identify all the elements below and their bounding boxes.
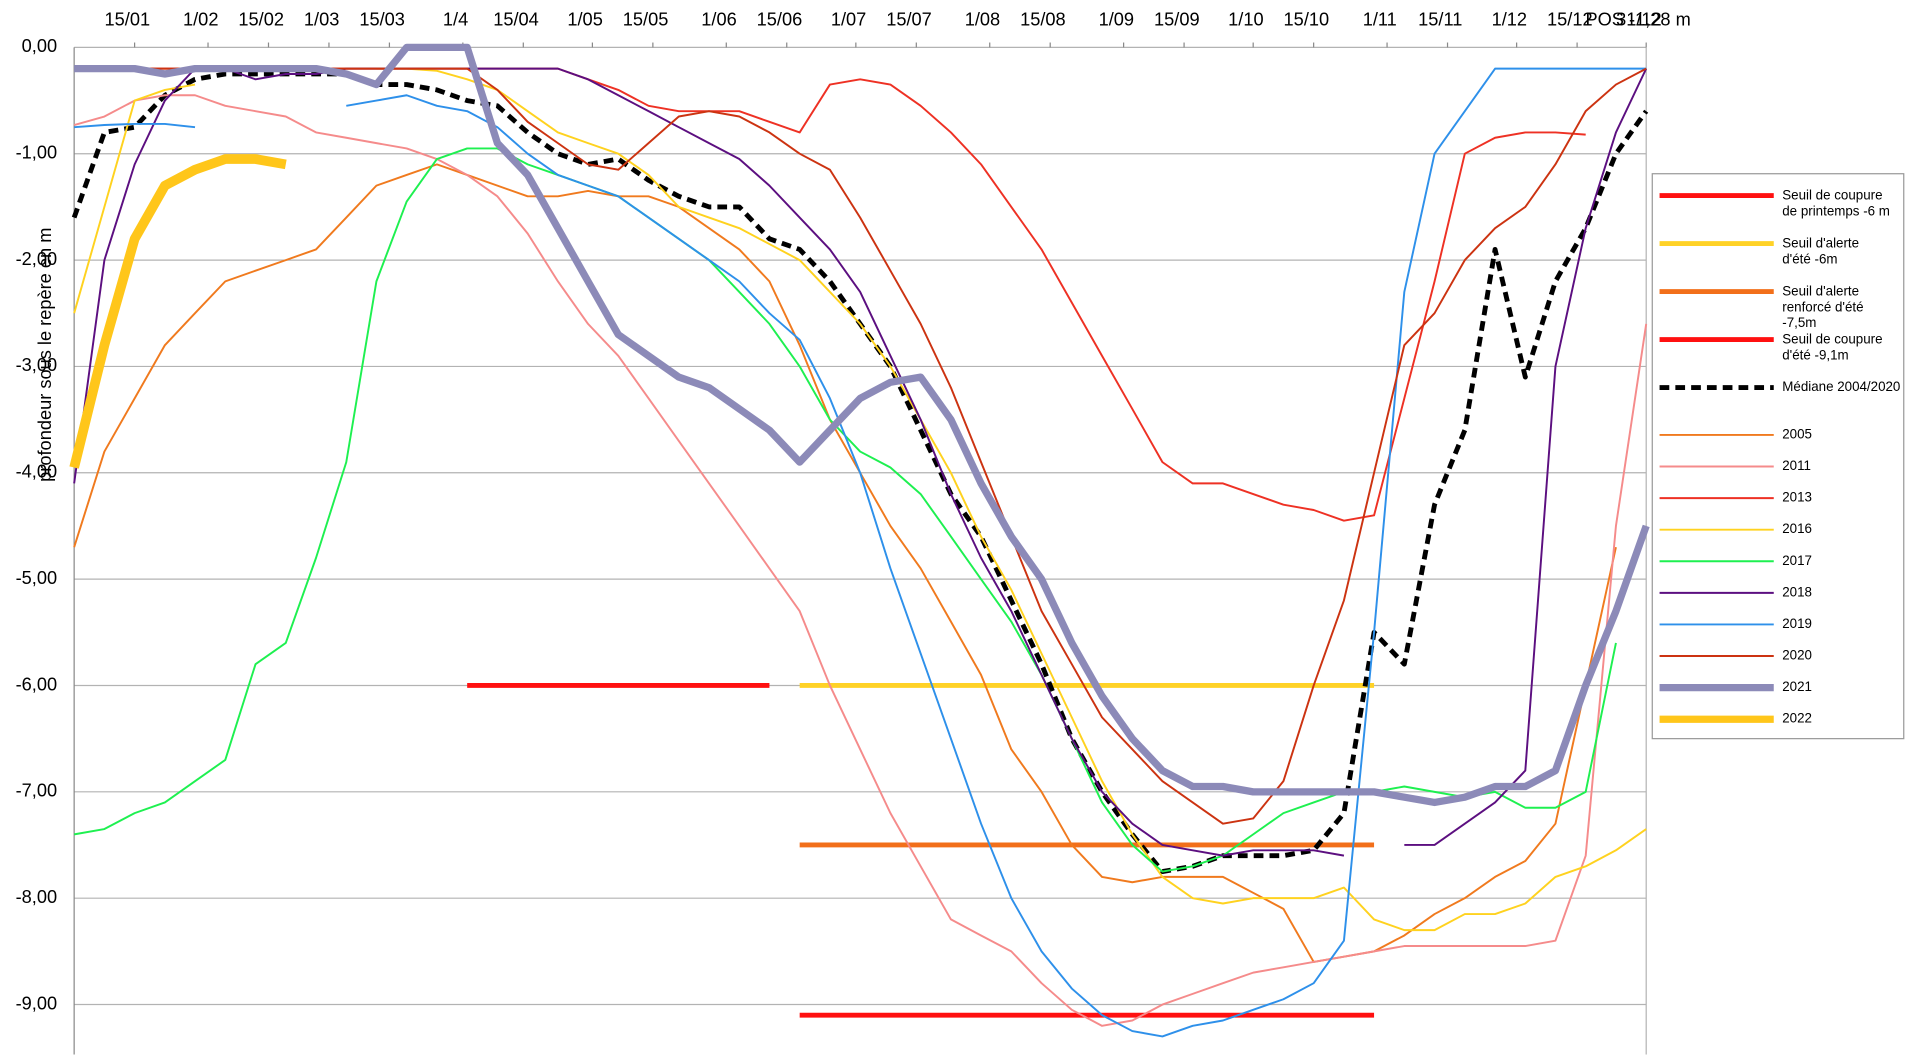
- series-line: [73, 67, 1647, 932]
- x-tick-label: 1/12: [1492, 9, 1527, 29]
- y-tick-label: -9,00: [16, 993, 58, 1013]
- y-tick-label: -7,00: [16, 781, 58, 801]
- x-tick-label: 15/11: [1418, 9, 1462, 29]
- x-tick-label: 1/10: [1228, 9, 1263, 29]
- x-tick-label: 15/12: [1547, 9, 1593, 29]
- legend-label: 2013: [1782, 490, 1812, 505]
- x-tick-label: 15/04: [493, 9, 539, 29]
- series-line: [73, 94, 1648, 1027]
- x-tick-label: 15/10: [1284, 9, 1330, 29]
- y-tick-label: 0,00: [22, 36, 57, 56]
- series-line: [73, 67, 1648, 857]
- legend-label: 2021: [1782, 679, 1812, 694]
- x-tick-label: 15/01: [105, 9, 151, 29]
- legend-label: 2019: [1782, 616, 1812, 631]
- y-tick-label: -3,00: [16, 355, 58, 375]
- x-tick-label: 1/05: [567, 9, 602, 29]
- legend-label: Seuil d'alerte renforcé d'été -7,5m: [1782, 283, 1863, 330]
- y-tick-label: -2,00: [16, 249, 58, 269]
- x-tick-label: 1/08: [965, 9, 1000, 29]
- y-tick-label: -4,00: [16, 462, 58, 482]
- legend-label: 2016: [1782, 521, 1812, 536]
- x-tick-label: 15/09: [1154, 9, 1200, 29]
- y-tick-label: -1,00: [16, 143, 58, 163]
- x-tick-label: 1/02: [183, 9, 218, 29]
- legend-label: 2011: [1782, 458, 1811, 473]
- series-line: [104, 67, 1647, 825]
- legend-label: Médiane 2004/2020: [1782, 379, 1900, 394]
- x-tick-label: 1/07: [831, 9, 866, 29]
- legend-box: [1651, 173, 1905, 740]
- legend-label: Seuil d'alerte d'été -6m: [1782, 235, 1859, 266]
- x-tick-label: 1/09: [1099, 9, 1134, 29]
- x-tick-label: 15/08: [1020, 9, 1066, 29]
- legend-label: Seuil de coupure d'été -9,1m: [1782, 331, 1882, 362]
- x-tick-label: 1/11: [1363, 9, 1397, 29]
- legend-label: 2017: [1782, 553, 1812, 568]
- legend-label: Seuil de coupure de printemps -6 m: [1782, 187, 1890, 218]
- y-tick-label: -6,00: [16, 674, 58, 694]
- x-tick-label: 15/02: [238, 9, 284, 29]
- series-line: [69, 154, 287, 469]
- x-tick-label: 1/03: [304, 9, 339, 29]
- series-line: [74, 67, 1647, 1038]
- legend-label: 2005: [1782, 426, 1812, 441]
- y-axis-title: profondeur sous le repère en m: [35, 228, 55, 482]
- x-tick-label: 15/05: [623, 9, 669, 29]
- x-tick-label: 1/4: [443, 9, 468, 29]
- legend-label: 2022: [1782, 711, 1812, 726]
- y-tick-label: -8,00: [16, 887, 58, 907]
- legend-label: 2020: [1782, 648, 1812, 663]
- series-line: [74, 43, 1650, 807]
- legend-label: 2018: [1782, 584, 1812, 599]
- x-tick-label: 15/06: [757, 9, 803, 29]
- x-tick-label: 31/12: [1616, 9, 1662, 29]
- y-tick-label: -5,00: [16, 568, 58, 588]
- x-tick-label: 15/03: [359, 9, 405, 29]
- x-tick-label: 1/06: [701, 9, 736, 29]
- annotation: POS -1,28 m: [1585, 9, 1690, 29]
- x-tick-label: 15/07: [886, 9, 932, 29]
